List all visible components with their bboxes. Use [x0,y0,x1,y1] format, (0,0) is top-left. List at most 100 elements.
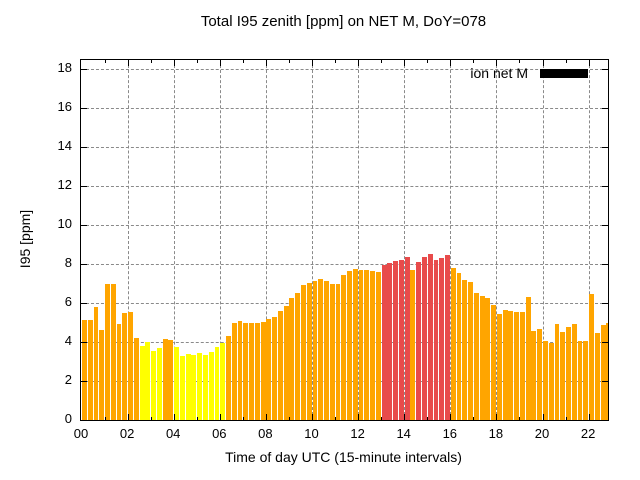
x-tick-label: 20 [534,426,550,441]
bar [208,351,214,420]
y-gridline [81,185,608,187]
x-tick [150,417,152,420]
bar [220,342,226,420]
bar [375,271,381,420]
bar [421,257,427,420]
bar [560,332,566,420]
chart-title: Total I95 zenith [ppm] on NET M, DoY=078 [200,13,487,30]
bar [594,333,600,420]
x-tick-label: 04 [165,426,181,441]
bar [496,313,502,420]
x-tick [496,60,498,66]
y-tick-label: 4 [64,333,72,348]
bar [571,324,577,420]
y-tick-label: 16 [57,99,72,114]
x-tick [265,414,267,420]
y-gridline [81,68,608,70]
bar [456,272,462,420]
x-tick [312,60,313,66]
bar [427,254,433,420]
bar [272,316,278,420]
x-tick [565,60,567,63]
bar [266,318,272,420]
x-gridline [588,60,590,420]
bar [324,280,329,420]
x-gridline [173,60,175,420]
x-tick [588,414,590,420]
bar [358,269,364,420]
y-tick [602,263,608,265]
x-tick-label: 06 [212,426,227,441]
bar [312,280,318,420]
bar [566,327,571,420]
x-tick [196,417,198,420]
y-tick [81,146,87,148]
bar [439,258,445,420]
bar [168,340,174,420]
bar [525,297,531,420]
x-tick [219,60,221,66]
y-tick [602,302,608,304]
x-tick [519,417,521,420]
bar [479,296,485,420]
bar [139,345,145,420]
x-tick [358,414,360,420]
bar [387,263,393,420]
bar [352,268,358,420]
x-tick [312,414,313,420]
x-tick [542,60,544,66]
bar [577,341,583,420]
x-tick-label: 16 [442,426,458,441]
bar [283,305,289,420]
bar [151,350,157,420]
x-gridline [358,60,360,420]
bar [519,311,525,420]
y-tick [602,185,608,187]
bar [502,309,508,420]
bar [335,283,341,420]
legend-swatch-icon [540,68,588,78]
x-tick [588,60,590,66]
y-gridline [81,224,608,226]
x-tick-label: 14 [396,426,411,441]
x-tick [473,60,475,63]
bar [600,325,606,420]
y-tick [602,68,608,70]
x-tick [404,60,406,66]
bar [514,311,520,420]
bar [156,347,162,420]
bar [179,355,185,420]
x-tick [335,417,337,420]
x-tick-label: 12 [350,426,365,441]
x-tick [427,417,429,420]
y-tick-label: 12 [57,177,72,192]
bar [583,341,589,420]
x-tick [358,60,360,66]
bar [606,323,608,420]
bar [589,294,594,420]
bar [122,312,128,420]
x-tick [381,60,383,63]
x-tick [150,60,152,63]
bar [197,352,203,420]
bar [116,324,122,420]
x-gridline [450,60,452,420]
x-tick [404,414,406,420]
bar [341,274,347,420]
bar [370,270,376,420]
bar [300,285,306,420]
x-tick [104,60,106,63]
y-tick [81,341,87,343]
bar [87,319,93,420]
x-tick [565,417,567,420]
bar [445,255,450,420]
bar [254,322,260,420]
bar [462,279,468,420]
bar [318,278,324,420]
bar [105,284,110,420]
y-tick [81,263,87,265]
bar [485,298,491,420]
bar [416,262,422,420]
bar [508,310,514,420]
